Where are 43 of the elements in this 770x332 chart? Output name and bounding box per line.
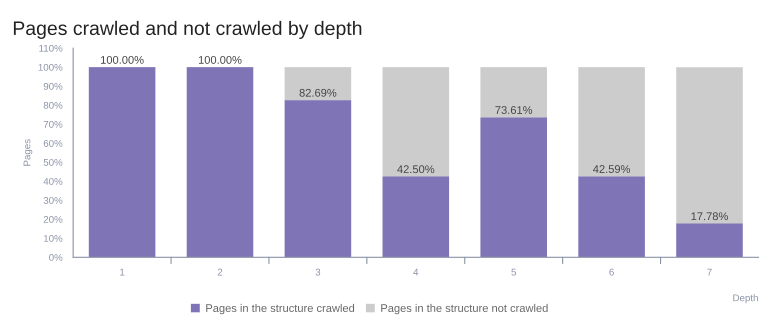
x-axis-title: Depth — [733, 294, 758, 304]
y-tick-label: 70% — [44, 120, 62, 128]
y-tick-label: 80% — [44, 102, 62, 109]
bar — [382, 176, 450, 258]
y-axis-title: Pages — [24, 139, 32, 166]
y-tick-label: 100% — [38, 64, 62, 71]
bar — [284, 67, 352, 100]
y-tick-label: 110% — [39, 44, 62, 52]
bar — [480, 67, 547, 118]
data-label: 82.69% — [300, 88, 336, 97]
x-tick-label: 1 — [120, 268, 124, 276]
y-tick-label: 40% — [44, 178, 62, 185]
x-tick-label: 4 — [413, 268, 418, 276]
x-tick-label: 3 — [316, 268, 320, 276]
y-tick-label: 30% — [44, 196, 62, 204]
bar — [88, 67, 156, 258]
chart-title: Pages crawled and not crawled by depth — [14, 20, 362, 39]
bar — [480, 117, 547, 258]
x-tick-label: 7 — [707, 268, 712, 276]
bar — [676, 67, 743, 224]
bar — [382, 67, 450, 176]
data-label: 73.61% — [495, 106, 532, 114]
bar — [186, 67, 254, 258]
x-tick-label: 2 — [218, 268, 222, 276]
y-tick-label: 20% — [44, 216, 62, 223]
data-label: 100.00% — [101, 56, 144, 64]
bar — [284, 100, 352, 258]
legend-label: Pages in the structure crawled — [206, 304, 354, 314]
x-tick-label: 5 — [511, 268, 516, 276]
data-label: 17.78% — [692, 212, 728, 220]
y-tick-label: 60% — [44, 140, 62, 147]
bar — [578, 176, 645, 258]
x-tick-label: 6 — [609, 268, 614, 276]
legend-label: Pages in the structure not crawled — [381, 304, 548, 314]
bar — [578, 67, 645, 176]
bar — [676, 223, 743, 258]
y-tick-label: 0% — [49, 254, 62, 261]
y-tick-label: 10% — [44, 235, 62, 242]
y-tick-label: 50% — [44, 158, 62, 166]
data-label: 42.59% — [593, 165, 630, 173]
data-label: 42.50% — [397, 165, 434, 174]
y-tick-label: 90% — [44, 82, 62, 90]
data-label: 100.00% — [198, 56, 242, 64]
